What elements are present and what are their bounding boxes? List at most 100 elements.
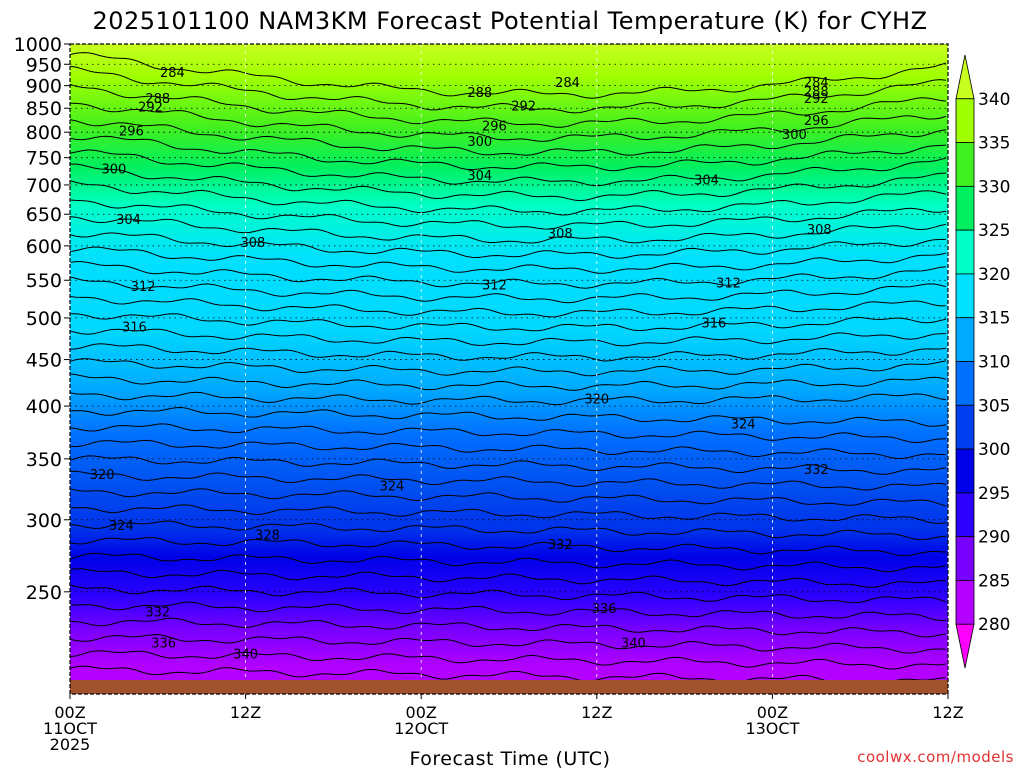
contour-label: 312 [716, 276, 741, 291]
contour-label: 288 [145, 92, 170, 107]
isotherm-line [70, 52, 947, 99]
isotherm-line [70, 520, 947, 541]
isotherm-line [70, 584, 947, 604]
colorbar-label: 310 [978, 353, 1010, 373]
x-tick-label: 12Z [932, 703, 963, 722]
y-tick-label: 300 [26, 510, 62, 532]
contour-label: 292 [511, 99, 536, 114]
y-tick-label: 250 [26, 582, 62, 604]
contour-label: 304 [467, 169, 492, 184]
isotherm-line [70, 617, 947, 638]
y-tick-label: 350 [26, 449, 62, 471]
contour-label: 304 [694, 173, 719, 188]
isotherm-line [70, 180, 947, 216]
x-tick-label: 00Z [757, 703, 788, 722]
isotherm-line [70, 552, 947, 573]
isotherm-line [70, 276, 947, 304]
colorbar-segment [955, 492, 975, 538]
colorbar-label: 330 [978, 177, 1010, 197]
x-axis-label: Forecast Time (UTC) [410, 748, 611, 768]
isotherm-line [70, 135, 947, 172]
colorbar: 280 285 290 295 300 305 310 315 320 325 330 335 340 [955, 54, 1010, 669]
colorbar-segment [955, 623, 975, 669]
colorbar-segment [955, 273, 975, 319]
colorbar-segment [955, 185, 975, 231]
contour-label: 320 [584, 392, 609, 407]
contour-label: 284 [804, 76, 829, 91]
colorbar-label: 295 [978, 484, 1010, 504]
isotherm-line [70, 343, 947, 362]
colorbar-segment [955, 536, 975, 581]
y-tick-label: 550 [26, 270, 62, 292]
colorbar-label: 285 [978, 571, 1010, 591]
contour-label: 332 [804, 463, 829, 478]
isotherm-line [70, 536, 947, 557]
contour-label: 332 [548, 538, 573, 553]
y-tick-label: 500 [26, 308, 62, 330]
contour-label: 284 [555, 76, 580, 91]
contour-label: 336 [592, 602, 617, 617]
isotherm-line [70, 358, 947, 377]
y-tick-label: 800 [26, 122, 62, 144]
isotherm-line [70, 199, 947, 230]
x-tick-label: 13OCT [745, 719, 799, 738]
isotherm-line [70, 504, 947, 524]
x-tick-label: 00Z [54, 703, 85, 722]
isotherm-line [70, 65, 947, 114]
y-tick-label: 950 [26, 54, 62, 76]
plot-frame [69, 43, 949, 695]
contour-label: 296 [119, 125, 144, 140]
isotherm-line [70, 296, 947, 318]
x-tick-label: 12OCT [394, 719, 448, 738]
colorbar-label: 290 [978, 528, 1010, 548]
colorbar-label: 300 [978, 440, 1010, 460]
isotherm-line [70, 406, 947, 427]
isotherm-line [70, 601, 946, 621]
isotherm-line [70, 439, 946, 460]
contour-label: 320 [90, 468, 115, 483]
isotherm-line [70, 149, 947, 187]
contour-label: 324 [731, 417, 756, 432]
contour-label: 292 [138, 100, 163, 115]
y-tick-label: 700 [26, 175, 62, 197]
y-axis: 2503003504004505005506006507007508008509… [14, 34, 70, 604]
colorbar-label: 320 [978, 265, 1010, 285]
contour-label: 284 [160, 66, 185, 81]
y-tick-label: 400 [26, 396, 62, 418]
isotherm-line [70, 119, 947, 156]
contour-label: 312 [131, 280, 156, 295]
isotherm-line [70, 373, 947, 391]
isotherm-line [70, 470, 947, 491]
plot-area [70, 44, 948, 694]
isotherm-line [70, 102, 947, 142]
contour-label: 324 [109, 519, 134, 534]
contour-label: 300 [782, 128, 807, 143]
contour-label: 336 [151, 636, 176, 651]
contour-label: 308 [807, 223, 832, 238]
x-tick-label: 12Z [230, 703, 261, 722]
y-tick-label: 900 [26, 76, 62, 98]
isotherm-line [70, 232, 947, 259]
y-tick-label: 600 [26, 236, 62, 258]
contour-label: 296 [482, 119, 507, 134]
contour-label: 316 [122, 321, 147, 336]
y-tick-label: 1000 [14, 34, 62, 56]
x-tick-label: 00Z [406, 703, 437, 722]
colorbar-segment [955, 317, 975, 362]
colorbar-segment [955, 98, 975, 143]
colorbar-segment [955, 448, 975, 494]
colorbar-segment [955, 229, 975, 275]
isotherm-line [70, 634, 947, 654]
y-tick-label: 850 [26, 98, 62, 120]
contour-label: 300 [467, 135, 492, 150]
isotherm-line [70, 261, 947, 289]
temperature-field [70, 44, 948, 694]
chart-title: 2025101100 NAM3KM Forecast Potential Tem… [92, 7, 927, 35]
isotherm-line [70, 488, 947, 507]
isotherm-line [70, 455, 947, 475]
isotherm-line [70, 328, 947, 347]
colorbar-segment [955, 142, 975, 187]
contour-label: 328 [255, 529, 280, 544]
isotherm-line [70, 163, 947, 202]
isotherm-line [70, 391, 947, 406]
